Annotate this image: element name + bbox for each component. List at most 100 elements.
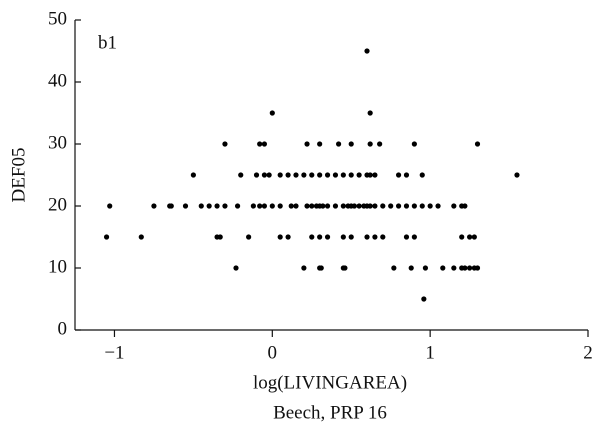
point	[467, 234, 473, 240]
point	[198, 203, 204, 209]
point	[451, 265, 457, 271]
point	[403, 172, 410, 178]
point	[324, 172, 331, 178]
point	[440, 265, 446, 271]
point	[217, 234, 223, 240]
point	[266, 172, 272, 178]
point	[324, 203, 331, 209]
point	[351, 203, 357, 209]
point	[277, 234, 283, 240]
point	[250, 203, 256, 209]
point	[222, 203, 228, 209]
point	[304, 203, 310, 209]
point	[269, 110, 275, 116]
point	[324, 234, 331, 240]
y-axis-label: DEF05	[8, 148, 29, 203]
point	[403, 203, 410, 209]
point	[372, 203, 378, 209]
point	[317, 234, 323, 240]
point	[367, 141, 373, 147]
point	[340, 234, 346, 240]
point	[367, 203, 373, 209]
point	[471, 234, 477, 240]
point	[427, 203, 433, 209]
y-tick-label: 20	[48, 194, 67, 215]
y-tick-label: 40	[48, 70, 67, 91]
point	[332, 203, 339, 209]
point	[364, 234, 370, 240]
y-tick-label: 10	[48, 256, 67, 277]
y-tick-label: 0	[58, 318, 68, 339]
point	[422, 265, 429, 271]
point	[474, 265, 481, 271]
point	[421, 296, 427, 302]
point	[372, 172, 378, 178]
x-axis-label: log(LIVINGAREA)	[253, 372, 407, 393]
point	[317, 141, 323, 147]
point	[348, 234, 354, 240]
point	[419, 172, 425, 178]
point	[364, 48, 370, 54]
point	[301, 172, 307, 178]
point	[309, 172, 315, 178]
point	[320, 203, 326, 209]
point	[348, 172, 354, 178]
point	[168, 203, 174, 209]
point	[356, 203, 362, 209]
point	[151, 203, 157, 209]
point	[293, 172, 299, 178]
point	[462, 203, 468, 209]
point	[309, 203, 315, 209]
point	[233, 265, 239, 271]
point	[190, 172, 196, 178]
point	[138, 234, 144, 240]
point	[377, 141, 383, 147]
point	[408, 265, 414, 271]
x-tick-label: 1	[425, 342, 435, 363]
point	[474, 141, 481, 147]
point	[285, 234, 291, 240]
point	[257, 203, 263, 209]
point	[411, 203, 417, 209]
point	[391, 265, 397, 271]
x-tick-label: 2	[583, 342, 593, 363]
point	[403, 234, 410, 240]
point	[257, 141, 263, 147]
point	[309, 234, 315, 240]
point	[293, 203, 299, 209]
point	[317, 172, 323, 178]
point	[277, 172, 283, 178]
point	[451, 203, 457, 209]
point	[222, 141, 228, 147]
point	[336, 141, 342, 147]
x-tick-label: −1	[104, 342, 124, 363]
point	[435, 203, 441, 209]
point	[261, 141, 268, 147]
point	[342, 265, 348, 271]
point	[340, 172, 346, 178]
point	[332, 172, 339, 178]
point	[269, 203, 275, 209]
point	[395, 203, 402, 209]
point	[107, 203, 113, 209]
point	[395, 172, 402, 178]
point	[301, 265, 307, 271]
point	[214, 203, 220, 209]
point	[206, 203, 212, 209]
point	[419, 203, 425, 209]
point	[261, 172, 268, 178]
point	[304, 141, 310, 147]
y-tick-label: 30	[48, 132, 67, 153]
point	[285, 172, 291, 178]
point	[459, 234, 465, 240]
point	[103, 234, 110, 240]
point	[318, 265, 324, 271]
point	[462, 265, 468, 271]
point	[380, 234, 386, 240]
x-tick-label: 0	[268, 342, 278, 363]
point	[246, 234, 252, 240]
point	[340, 203, 346, 209]
point	[367, 110, 373, 116]
point	[411, 141, 417, 147]
